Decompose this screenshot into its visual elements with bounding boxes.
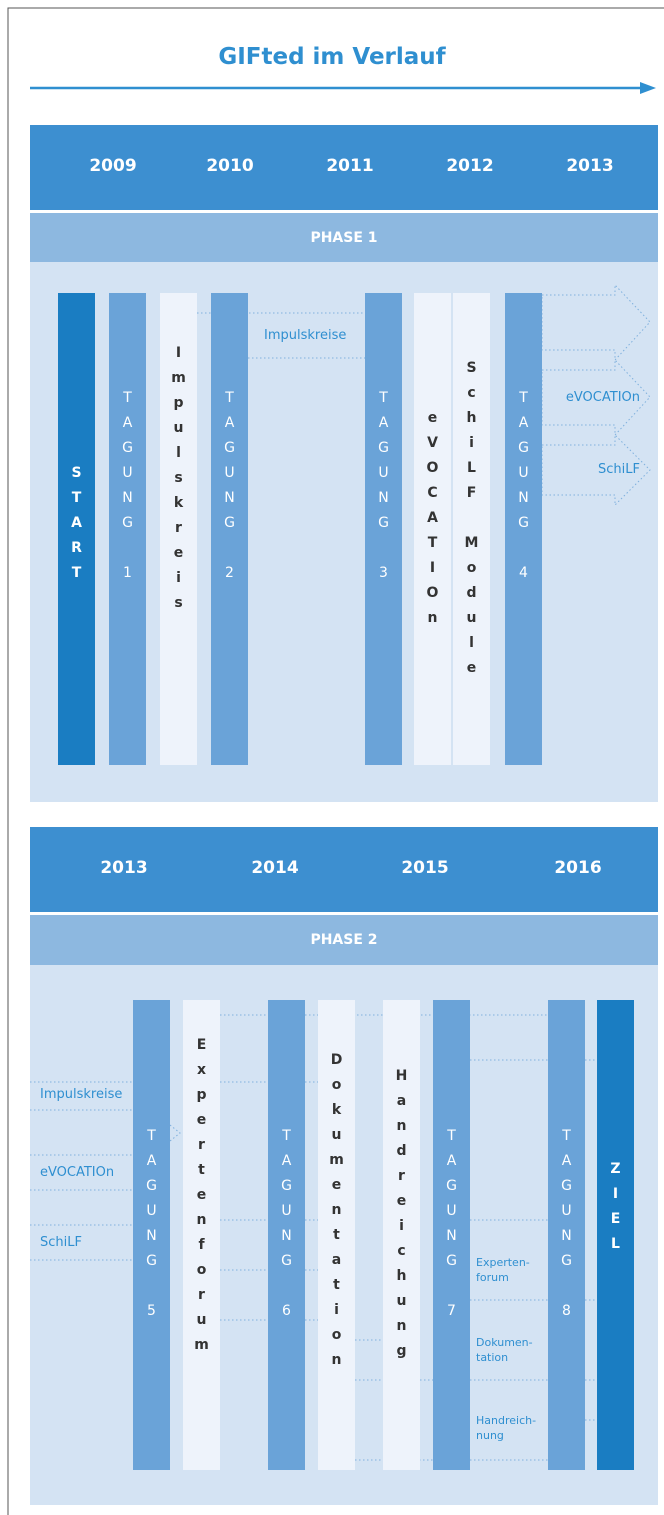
stream-label: eVOCATIOn	[40, 1165, 115, 1180]
stream-label: SchiLF	[40, 1235, 82, 1250]
year-label: 2013	[100, 858, 148, 878]
stream-label: Impulskreise	[40, 1087, 123, 1102]
year-label: 2011	[326, 156, 374, 176]
column-label: START	[68, 465, 85, 590]
column-label: TAGUNG 8	[558, 1128, 575, 1328]
note-line: Experten-	[476, 1256, 530, 1269]
column-label: Impulskreis	[170, 345, 187, 620]
year-label: 2015	[401, 858, 449, 878]
year-label: 2013	[566, 156, 614, 176]
phase-bar: PHASE 2	[30, 915, 658, 965]
note-line: nung	[476, 1429, 504, 1442]
timeline-column: ZIEL	[597, 1000, 634, 1470]
note-line: tation	[476, 1351, 509, 1364]
phase-bar: PHASE 1	[30, 213, 658, 262]
timeline-column: eVOCATIOn	[414, 293, 451, 765]
timeline-column: TAGUNG 6	[268, 1000, 305, 1470]
column-label: TAGUNG 2	[221, 390, 238, 590]
timeline-column: TAGUNG 1	[109, 293, 146, 765]
timeline-column: START	[58, 293, 95, 765]
timeline-column: TAGUNG 2	[211, 293, 248, 765]
column-label: TAGUNG 3	[375, 390, 392, 590]
column-label: TAGUNG 6	[278, 1128, 295, 1328]
column-label: ZIEL	[607, 1161, 624, 1261]
column-label: TAGUNG 5	[143, 1128, 160, 1328]
stream-label: Impulskreise	[264, 328, 347, 343]
year-label: 2014	[251, 858, 299, 878]
timeline-column: Impulskreis	[160, 293, 197, 765]
note-label: Dokumen-tation	[476, 1335, 533, 1365]
note-label: Experten-forum	[476, 1255, 530, 1285]
column-label: Dokumentation	[328, 1052, 345, 1377]
note-line: Handreich-	[476, 1414, 537, 1427]
stream-label: SchiLF	[598, 462, 640, 477]
timeline-column: TAGUNG 3	[365, 293, 402, 765]
column-label: SchiLF Module	[463, 360, 480, 685]
column-label: eVOCATIOn	[424, 410, 441, 635]
timeline-column: TAGUNG 7	[433, 1000, 470, 1470]
year-label: 2009	[89, 156, 137, 176]
timeline-column: SchiLF Module	[453, 293, 490, 765]
year-bar	[30, 827, 658, 912]
timeline-column: Dokumentation	[318, 1000, 355, 1470]
stream-label: eVOCATIOn	[565, 390, 640, 405]
year-label: 2012	[446, 156, 494, 176]
note-line: Dokumen-	[476, 1336, 533, 1349]
timeline-column: TAGUNG 5	[133, 1000, 170, 1470]
column-label: TAGUNG 7	[443, 1128, 460, 1328]
column-label: Expertenforum	[193, 1037, 210, 1362]
timeline-column: Expertenforum	[183, 1000, 220, 1470]
timeline-column: TAGUNG 4	[505, 293, 542, 765]
column-label: Handreichung	[393, 1068, 410, 1368]
year-label: 2010	[206, 156, 254, 176]
timeline-column: Handreichung	[383, 1000, 420, 1470]
note-label: Handreich-nung	[476, 1413, 536, 1443]
year-bar	[30, 125, 658, 210]
title: GIFted im Verlauf	[218, 44, 446, 70]
column-label: TAGUNG 4	[515, 390, 532, 590]
note-line: forum	[476, 1271, 509, 1284]
year-label: 2016	[554, 858, 602, 878]
column-label: TAGUNG 1	[119, 390, 136, 590]
timeline-column: TAGUNG 8	[548, 1000, 585, 1470]
